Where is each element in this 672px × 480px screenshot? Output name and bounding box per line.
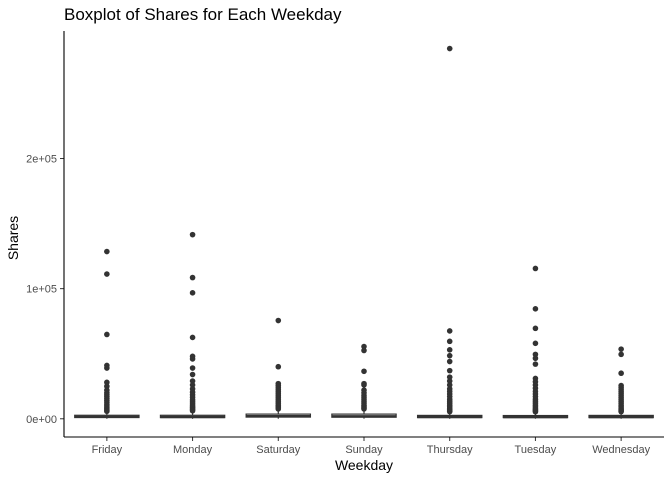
y-tick-label: 1e+05	[26, 284, 57, 296]
outlier-point	[532, 408, 539, 415]
outlier-point	[446, 408, 453, 415]
outlier-point	[446, 374, 453, 380]
outlier-point	[446, 338, 453, 345]
outlier-point	[275, 363, 282, 370]
outlier-point	[446, 45, 453, 52]
outlier-point	[104, 383, 110, 390]
outlier-point	[361, 368, 367, 375]
outlier-point	[104, 365, 110, 371]
outlier-point	[275, 406, 282, 412]
x-tick-label: Wednesday	[592, 444, 650, 456]
outlier-point	[104, 379, 110, 386]
outlier-point	[532, 325, 539, 332]
outlier-point	[275, 317, 282, 324]
outlier-point	[189, 365, 196, 371]
outlier-point	[532, 351, 539, 358]
outlier-point	[446, 347, 453, 353]
outlier-point	[189, 334, 196, 341]
outlier-point	[532, 361, 539, 367]
outlier-point	[189, 290, 196, 296]
box-group	[74, 45, 654, 419]
outlier-point	[446, 328, 453, 334]
outlier-point	[532, 265, 539, 272]
outlier-point	[618, 408, 624, 415]
outlier-point	[361, 347, 367, 354]
outlier-point	[446, 382, 453, 388]
box-saturday	[245, 317, 312, 419]
outlier-point	[446, 352, 453, 359]
outlier-point	[446, 358, 453, 365]
outlier-point	[618, 370, 624, 377]
box-monday	[159, 231, 226, 419]
outlier-point	[618, 346, 624, 352]
outlier-point	[189, 378, 196, 384]
outlier-point	[189, 231, 196, 238]
x-axis-title: Weekday	[335, 457, 393, 473]
outlier-point	[361, 406, 367, 412]
x-tick-label: Tuesday	[515, 444, 557, 456]
outlier-point	[189, 407, 196, 414]
box-sunday	[331, 343, 397, 419]
box-thursday	[416, 45, 483, 419]
outlier-point	[189, 382, 196, 388]
x-tick-label: Sunday	[345, 444, 383, 456]
outlier-point	[104, 408, 110, 415]
x-axis-ticks: Friday Monday Saturday Sunday Thursday Tuesda…	[92, 437, 651, 456]
outlier-point	[104, 248, 110, 255]
outlier-point	[446, 367, 453, 374]
outlier-point	[361, 382, 367, 388]
outlier-point	[189, 274, 196, 281]
outlier-point	[361, 343, 367, 350]
outlier-point	[104, 271, 110, 277]
outlier-point	[189, 356, 196, 362]
box-friday	[74, 248, 140, 419]
x-tick-label: Thursday	[427, 444, 473, 456]
x-tick-label: Saturday	[256, 444, 301, 456]
outlier-point	[532, 340, 539, 347]
outlier-point	[189, 371, 196, 378]
y-tick-label: 0e+00	[26, 414, 57, 426]
outlier-point	[532, 306, 539, 312]
outlier-point	[532, 355, 539, 362]
outlier-point	[618, 351, 624, 358]
chart-title: Boxplot of Shares for Each Weekday	[64, 5, 342, 24]
outlier-point	[446, 378, 453, 384]
y-axis-ticks: 0e+00 1e+05 2e+05	[26, 154, 64, 426]
box-tuesday	[502, 265, 569, 419]
y-tick-label: 2e+05	[26, 154, 57, 166]
x-tick-label: Monday	[173, 444, 213, 456]
x-tick-label: Friday	[92, 444, 123, 456]
box-wednesday	[588, 346, 654, 419]
y-axis-title: Shares	[5, 216, 21, 260]
outlier-point	[104, 331, 110, 338]
